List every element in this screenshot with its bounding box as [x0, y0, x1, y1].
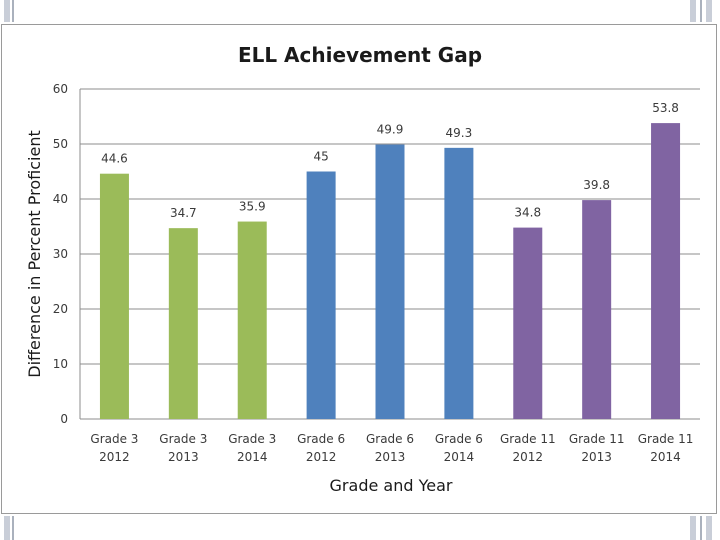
x-category-label: Grade 3 [228, 432, 276, 446]
chart-title: ELL Achievement Gap [238, 43, 482, 67]
bar [237, 221, 267, 419]
x-axis-title: Grade and Year [330, 476, 453, 495]
x-category-year-label: 2014 [237, 450, 268, 464]
decorative-corner-bar-bottom-right [690, 516, 696, 540]
y-tick-label: 20 [53, 302, 68, 316]
bar [651, 123, 681, 419]
decorative-corner-bar-bottom-right-2 [706, 516, 712, 540]
bar-data-label: 49.9 [377, 123, 404, 137]
bar-data-label: 49.3 [446, 126, 473, 140]
x-category-year-label: 2013 [581, 450, 612, 464]
x-category-label: Grade 11 [638, 432, 694, 446]
bar [444, 147, 474, 419]
x-category-year-label: 2012 [99, 450, 130, 464]
x-category-year-label: 2012 [306, 450, 337, 464]
bar [99, 173, 129, 419]
x-category-year-label: 2012 [513, 450, 544, 464]
x-category-year-label: 2013 [168, 450, 199, 464]
x-category-year-label: 2014 [650, 450, 681, 464]
x-category-label: Grade 3 [90, 432, 138, 446]
bar-data-label: 44.6 [101, 152, 128, 166]
x-category-label: Grade 6 [366, 432, 414, 446]
y-tick-label: 0 [60, 412, 68, 426]
decorative-corner-bar-top-right-2 [706, 0, 712, 22]
axis-layer: 0 10 20 30 40 50 60 Grade 3 2012 Grade 3 2013 Grade… [53, 82, 700, 464]
decorative-corner-bar-top-left [4, 0, 10, 22]
bar-data-label: 35.9 [239, 200, 266, 214]
y-tick-label: 40 [53, 192, 68, 206]
y-axis-title: Difference in Percent Proficient [25, 130, 44, 378]
bar [513, 227, 543, 419]
bar [375, 144, 405, 420]
x-category-label: Grade 6 [435, 432, 483, 446]
x-category-label: Grade 6 [297, 432, 345, 446]
bar [168, 228, 198, 419]
x-category-label: Grade 11 [569, 432, 625, 446]
x-category-label: Grade 3 [159, 432, 207, 446]
decorative-corner-line-bottom-right [700, 516, 702, 540]
bar-data-label: 34.7 [170, 206, 197, 220]
label-layer: 44.6 34.7 35.9 45 49.9 49.3 34.8 39.8 53.8 [101, 101, 679, 220]
y-tick-label: 50 [53, 137, 68, 151]
y-tick-label: 30 [53, 247, 68, 261]
bar-data-label: 45 [313, 150, 328, 164]
bar-data-label: 34.8 [514, 206, 541, 220]
bar [582, 200, 612, 419]
bar-data-label: 53.8 [652, 101, 679, 115]
x-category-year-label: 2013 [375, 450, 406, 464]
bar-layer [99, 123, 681, 420]
decorative-corner-line-top-right [700, 0, 702, 22]
y-tick-label: 60 [53, 82, 68, 96]
decorative-corner-bar-bottom-left [4, 516, 10, 540]
decorative-corner-bar-top-right [690, 0, 696, 22]
bar-data-label: 39.8 [583, 178, 610, 192]
x-category-year-label: 2014 [444, 450, 475, 464]
bar [306, 171, 336, 419]
decorative-corner-line-bottom-left [12, 516, 14, 540]
decorative-corner-line-top-left [12, 0, 14, 22]
x-category-label: Grade 11 [500, 432, 556, 446]
y-tick-label: 10 [53, 357, 68, 371]
